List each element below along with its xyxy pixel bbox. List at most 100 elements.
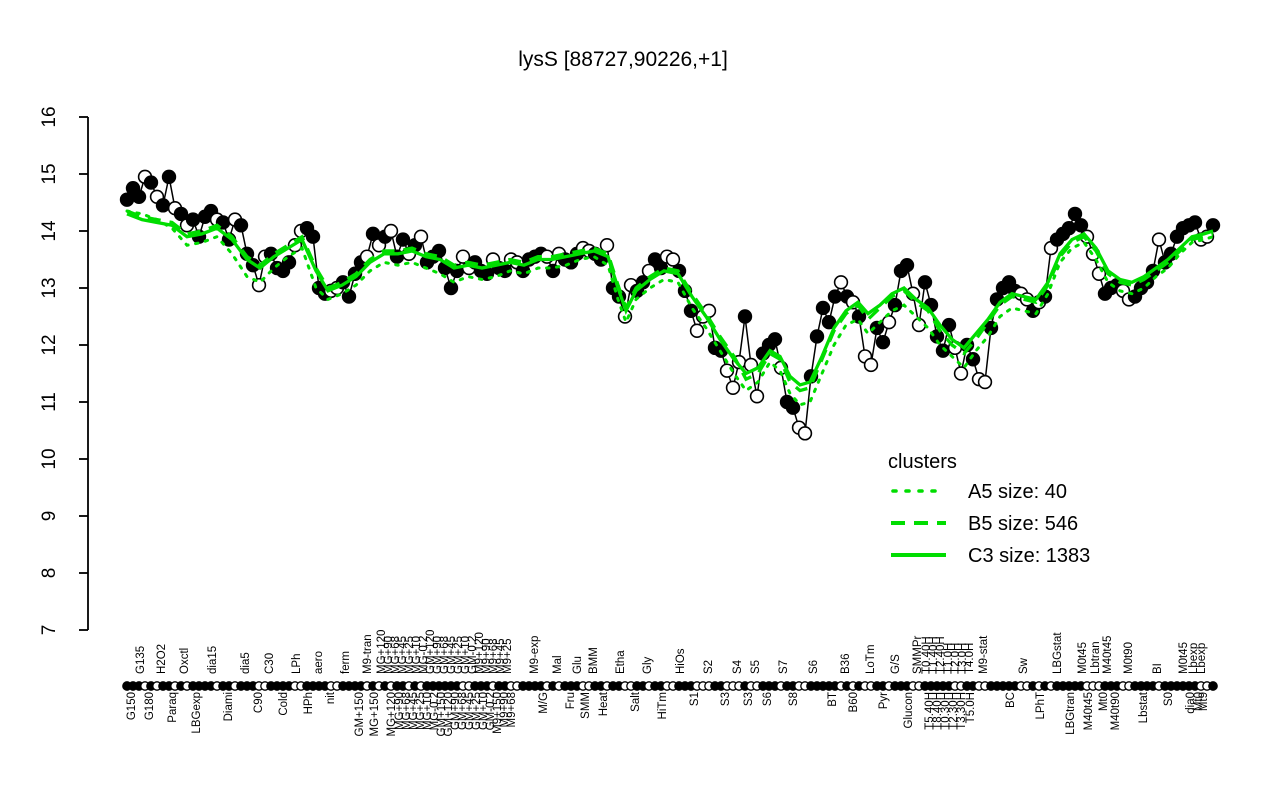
condition-label: M9+90 (481, 639, 493, 674)
condition-label: H2O2 (156, 644, 168, 674)
y-tick-label: 15 (39, 163, 60, 184)
condition-label: S2 (703, 660, 715, 674)
condition-label: SMM (580, 692, 592, 719)
open-point (689, 323, 705, 338)
filled-point (1067, 206, 1083, 222)
condition-label: T3.0H (957, 643, 969, 674)
condition-label: MG+25 (415, 692, 427, 730)
y-tick-label: 16 (39, 106, 60, 127)
condition-label: Lbexp (1188, 643, 1200, 674)
condition-label: G150 (126, 692, 138, 720)
filled-point (233, 218, 249, 233)
condition-label: GM-0.2 (467, 636, 479, 674)
legend-item-c3: C3 size: 1383 (968, 545, 1090, 567)
filled-point (767, 332, 783, 347)
filled-point (1061, 220, 1077, 236)
open-point (797, 426, 813, 441)
condition-label: MG+120 (376, 630, 388, 674)
filled-point (899, 258, 915, 273)
filled-point (821, 315, 837, 330)
condition-label: B60 (848, 692, 860, 712)
legend-item-b5: B5 size: 546 (968, 513, 1078, 535)
filled-point (173, 206, 189, 222)
condition-label: Lbtran (1090, 641, 1102, 674)
condition-label: Sw (1018, 657, 1030, 674)
open-point (599, 238, 615, 253)
open-point (953, 366, 969, 381)
condition-label: Gly (642, 657, 654, 675)
open-point (1151, 232, 1167, 247)
condition-label: BI (1152, 663, 1164, 674)
filled-point (341, 289, 357, 304)
filled-point (683, 303, 699, 318)
filled-point (1187, 215, 1203, 230)
condition-label: Diami (223, 692, 235, 721)
condition-label: dia15 (207, 646, 219, 674)
filled-point (161, 169, 177, 185)
condition-label: GM+150 (354, 692, 366, 736)
condition-label: Cold (278, 692, 290, 716)
condition-label: M0t45 (1077, 642, 1089, 674)
condition-label: GM-0.2 (485, 692, 497, 730)
y-tick-label: 14 (39, 220, 60, 242)
condition-label: LBGexp (191, 692, 203, 734)
condition-label: S3 (743, 692, 755, 706)
condition-label: G180 (144, 692, 156, 720)
condition-label: T2.0H (950, 643, 962, 674)
condition-label: T2.30H (948, 692, 960, 730)
condition-label: G/S (890, 654, 902, 674)
condition-label: M9+68 (506, 692, 518, 727)
chart-title: lysS [88727,90226,+1] (518, 48, 728, 71)
filled-point (935, 343, 951, 358)
condition-label: dia0 (1185, 692, 1197, 714)
condition-label: GM+120 (443, 692, 455, 736)
y-tick-label: 13 (39, 277, 60, 298)
condition-label: T8.40H (932, 692, 944, 730)
condition-label: HiTm (657, 692, 669, 719)
condition-label: S0 (1163, 692, 1175, 706)
condition-label: GM+90 (432, 636, 444, 674)
condition-label: S4 (732, 659, 744, 674)
open-point (725, 380, 741, 395)
filled-point (815, 300, 831, 316)
condition-label: Mt9 (1198, 692, 1210, 711)
filled-point (155, 198, 171, 213)
condition-label: M9-tran (362, 634, 374, 674)
condition-label: GM+10 (478, 692, 490, 730)
condition-label: T2.40H (935, 636, 947, 674)
cluster-line-A5 (125, 209, 1215, 407)
y-tick-label: 9 (39, 511, 60, 522)
condition-label: M9-stat (978, 635, 990, 674)
condition-label: nit (325, 691, 337, 704)
condition-label: T4.0H (964, 643, 976, 674)
condition-label: T5.40H (924, 692, 936, 730)
condition-label: LPhT (1035, 692, 1047, 720)
condition-label: BMM (588, 647, 600, 674)
condition-label: Mt0 (1098, 692, 1110, 711)
condition-label: BC (1005, 692, 1017, 708)
condition-label: Paraq (167, 692, 179, 723)
condition-label: MG+45 (408, 692, 420, 730)
filled-point (443, 280, 459, 296)
open-point (383, 223, 399, 239)
legend-item-a5: A5 size: 40 (968, 481, 1067, 503)
filled-point (827, 289, 843, 304)
condition-label: M40t90 (1110, 692, 1122, 730)
condition-label: GM+68 (457, 692, 469, 730)
condition-labels: G150 G135 G180 H2O2 Paraq Oxctl LBGexp dia15 Dia… (126, 630, 1210, 737)
expression-series (119, 169, 1221, 441)
filled-point (887, 297, 903, 313)
condition-label: MG+150 (369, 692, 381, 736)
open-point (455, 249, 471, 264)
condition-label: MG+10 (411, 636, 423, 674)
condition-label: aero (313, 651, 325, 674)
condition-label: dia5 (240, 652, 252, 674)
condition-label: T1.40H (928, 636, 940, 674)
condition-label: T0.40H (921, 636, 933, 674)
filled-point (941, 317, 957, 333)
condition-label: T5.0H (965, 692, 977, 723)
condition-label: Fru (565, 692, 577, 709)
condition-label: M0t45 (1178, 642, 1190, 674)
condition-label: S6 (762, 692, 774, 706)
